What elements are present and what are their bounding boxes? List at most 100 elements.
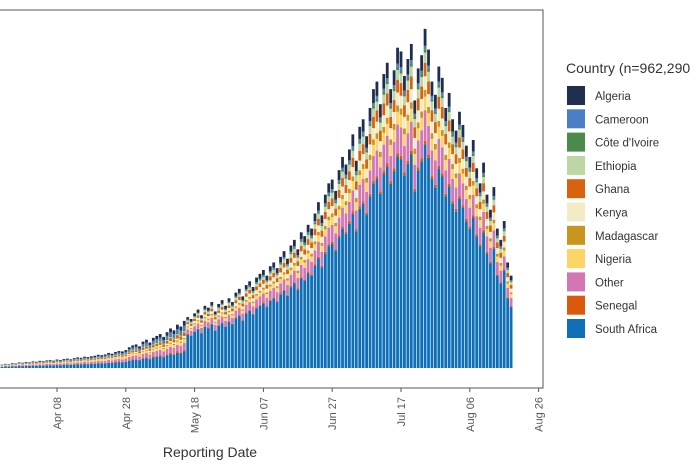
bar-segment-kenya <box>275 282 279 287</box>
bar-segment-ghana <box>193 318 196 322</box>
bar-segment-other <box>203 320 207 327</box>
bar-day-139 <box>475 168 479 368</box>
bar-segment-nigeria <box>62 362 66 364</box>
bar-segment-other <box>224 320 227 327</box>
bar-segment-other <box>76 362 80 364</box>
bar-segment-cameroon <box>502 228 506 230</box>
bar-segment-ghana <box>103 357 107 359</box>
bar-segment-other <box>334 233 338 250</box>
bar-segment-kenya <box>385 105 389 118</box>
bar-segment-algeria <box>55 359 59 361</box>
bar-segment-south-africa <box>86 364 90 368</box>
bar-segment-senegal <box>368 193 372 197</box>
bar-segment-ghana <box>447 120 451 132</box>
bar-segment-south-africa <box>172 354 176 368</box>
bar-segment-c-te-d-ivoire <box>392 88 396 92</box>
bar-segment-south-africa <box>337 237 341 368</box>
bar-day-112 <box>382 74 386 368</box>
bar-segment-senegal <box>169 352 172 355</box>
bar-segment-nigeria <box>454 178 458 188</box>
bar-segment-other <box>303 267 307 280</box>
bar-segment-ghana <box>471 162 475 172</box>
bar-segment-other <box>179 346 183 353</box>
bar-segment-cameroon <box>437 81 441 85</box>
bar-segment-ethiopia <box>485 206 489 212</box>
bar-segment-nigeria <box>272 283 276 288</box>
bar-segment-senegal <box>413 188 417 192</box>
bar-segment-ethiopia <box>220 304 224 307</box>
bar-segment-algeria <box>65 358 69 360</box>
bar-segment-ethiopia <box>251 292 255 296</box>
bar-segment-south-africa <box>162 357 166 368</box>
bar-segment-senegal <box>289 285 293 288</box>
bar-segment-ethiopia <box>255 283 258 287</box>
bar-segment-other <box>172 348 176 354</box>
bar-segment-south-africa <box>489 263 492 368</box>
bar-segment-other <box>378 167 382 192</box>
bar-segment-madagascar <box>234 306 238 308</box>
bar-segment-south-africa <box>90 363 93 368</box>
bar-day-148 <box>506 262 510 368</box>
bar-segment-cameroon <box>306 231 310 234</box>
bar-segment-senegal <box>361 201 365 204</box>
bar-segment-algeria <box>141 341 145 345</box>
bar-segment-senegal <box>351 211 355 214</box>
bar-day-49 <box>165 332 169 368</box>
bar-segment-kenya <box>485 218 489 226</box>
legend-swatch <box>567 179 585 199</box>
bar-day-97 <box>330 179 334 368</box>
bar-segment-c-te-d-ivoire <box>341 169 344 172</box>
bar-segment-ghana <box>45 362 49 363</box>
bar-segment-algeria <box>492 187 496 197</box>
bar-segment-ghana <box>210 308 214 312</box>
bar-segment-kenya <box>399 95 403 109</box>
bar-segment-cameroon <box>196 312 200 314</box>
bar-segment-ethiopia <box>189 322 193 324</box>
bar-segment-senegal <box>310 274 313 276</box>
bar-segment-south-africa <box>292 283 296 368</box>
bar-day-45 <box>151 337 155 368</box>
bar-segment-ghana <box>141 347 145 351</box>
bar-segment-c-te-d-ivoire <box>509 281 513 283</box>
bar-segment-nigeria <box>451 169 454 179</box>
bar-segment-algeria <box>272 262 276 268</box>
bar-segment-madagascar <box>241 309 245 311</box>
bar-segment-madagascar <box>437 120 441 127</box>
bar-day-67 <box>227 298 231 368</box>
bar-segment-cameroon <box>413 113 417 117</box>
bar-segment-kenya <box>461 158 465 169</box>
bar-segment-ghana <box>62 361 66 362</box>
bar-segment-ghana <box>444 133 448 145</box>
bar-segment-other <box>454 187 458 209</box>
bar-segment-madagascar <box>392 123 396 130</box>
bar-segment-south-africa <box>399 159 403 368</box>
bar-segment-kenya <box>489 231 492 239</box>
bar-segment-ghana <box>220 306 224 310</box>
bar-segment-senegal <box>220 322 224 324</box>
bar-segment-south-africa <box>382 174 386 368</box>
bar-segment-algeria <box>31 361 35 363</box>
bar-segment-c-te-d-ivoire <box>492 197 496 200</box>
bar-segment-ethiopia <box>475 182 479 189</box>
bar-segment-ethiopia <box>365 152 368 160</box>
bar-segment-kenya <box>255 290 258 294</box>
bar-segment-nigeria <box>492 223 496 231</box>
bar-segment-madagascar <box>447 142 451 148</box>
bar-day-114 <box>389 89 393 368</box>
bar-segment-ghana <box>172 339 176 343</box>
bar-segment-ghana <box>234 300 238 304</box>
bar-segment-other <box>289 274 293 286</box>
bar-segment-c-te-d-ivoire <box>351 148 355 151</box>
bar-segment-other <box>7 366 11 367</box>
bar-segment-other <box>258 296 262 305</box>
bar-segment-c-te-d-ivoire <box>227 302 231 304</box>
bar-segment-senegal <box>251 313 255 315</box>
bar-segment-other <box>96 361 100 363</box>
bar-segment-ethiopia <box>148 348 152 349</box>
bar-segment-south-africa <box>182 351 186 368</box>
bar-segment-algeria <box>416 68 420 84</box>
bar-segment-kenya <box>365 168 368 178</box>
bar-segment-other <box>234 310 238 318</box>
bar-segment-nigeria <box>348 193 351 202</box>
bar-segment-ghana <box>100 358 104 360</box>
